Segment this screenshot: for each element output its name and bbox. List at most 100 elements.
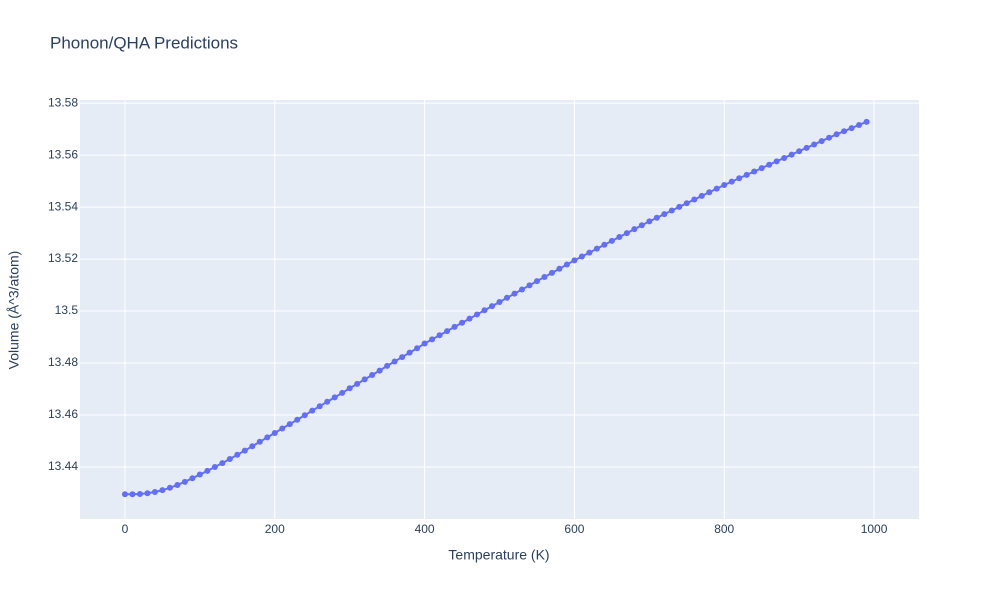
marker <box>429 336 436 343</box>
y-axis-title: Volume (Å^3/atom) <box>6 251 22 370</box>
marker <box>129 491 136 498</box>
marker <box>526 282 533 289</box>
marker <box>668 207 675 214</box>
marker <box>848 125 855 132</box>
marker <box>841 128 848 135</box>
marker <box>856 121 863 128</box>
marker <box>339 389 346 396</box>
marker <box>279 425 286 432</box>
marker <box>451 323 458 330</box>
marker <box>833 131 840 138</box>
marker <box>811 141 818 148</box>
marker <box>623 230 630 237</box>
marker <box>781 154 788 161</box>
marker <box>211 464 218 471</box>
marker <box>661 211 668 218</box>
x-tick-label: 400 <box>415 522 435 536</box>
marker <box>698 192 705 199</box>
marker <box>181 478 188 485</box>
x-tick-label: 0 <box>122 522 129 536</box>
marker <box>234 451 241 458</box>
marker <box>286 421 293 428</box>
chart-title: Phonon/QHA Predictions <box>50 33 238 52</box>
marker <box>444 328 451 335</box>
marker <box>616 233 623 240</box>
marker <box>264 434 271 441</box>
marker <box>548 269 555 276</box>
marker <box>713 185 720 192</box>
marker <box>136 491 143 498</box>
marker <box>144 490 151 497</box>
marker <box>414 345 421 352</box>
y-tick-label: 13.54 <box>48 199 78 213</box>
marker <box>189 475 196 482</box>
marker <box>354 380 361 387</box>
marker <box>788 151 795 158</box>
marker <box>346 385 353 392</box>
marker <box>503 294 510 301</box>
marker <box>533 278 540 285</box>
marker <box>556 265 563 272</box>
x-tick-label: 1000 <box>861 522 888 536</box>
marker <box>294 416 301 423</box>
marker <box>376 367 383 374</box>
marker <box>421 340 428 347</box>
marker <box>728 178 735 185</box>
marker <box>511 290 518 297</box>
marker <box>593 245 600 252</box>
marker <box>324 398 331 405</box>
marker <box>226 455 233 462</box>
x-tick-label: 200 <box>265 522 285 536</box>
marker <box>271 429 278 436</box>
marker <box>174 481 181 488</box>
marker <box>721 181 728 188</box>
marker <box>481 307 488 314</box>
marker <box>241 447 248 454</box>
marker <box>706 189 713 196</box>
y-tick-label: 13.46 <box>48 407 78 421</box>
marker <box>691 196 698 203</box>
marker <box>474 311 481 318</box>
marker <box>571 257 578 264</box>
y-tick-label: 13.52 <box>48 251 78 265</box>
marker <box>578 253 585 260</box>
marker <box>391 358 398 365</box>
marker <box>826 134 833 141</box>
marker <box>758 165 765 172</box>
marker <box>436 332 443 339</box>
marker <box>518 286 525 293</box>
marker <box>541 274 548 281</box>
marker <box>249 443 256 450</box>
marker <box>601 241 608 248</box>
marker <box>683 200 690 207</box>
marker <box>631 226 638 233</box>
marker <box>151 488 158 495</box>
marker <box>653 214 660 221</box>
marker <box>563 261 570 268</box>
marker <box>331 394 338 401</box>
marker <box>743 171 750 178</box>
plot-area <box>80 100 919 519</box>
marker <box>204 467 211 474</box>
marker <box>818 138 825 145</box>
marker <box>766 161 773 168</box>
marker <box>196 471 203 478</box>
marker <box>159 487 166 494</box>
marker <box>384 362 391 369</box>
marker <box>863 118 870 125</box>
marker <box>638 222 645 229</box>
marker <box>803 144 810 151</box>
y-tick-label: 13.58 <box>48 95 78 109</box>
marker <box>301 412 308 419</box>
marker <box>496 298 503 305</box>
marker <box>361 376 368 383</box>
y-tick-label: 13.56 <box>48 147 78 161</box>
marker <box>773 158 780 165</box>
marker <box>316 403 323 410</box>
marker <box>489 303 496 310</box>
x-tick-label: 600 <box>564 522 584 536</box>
y-tick-label: 13.44 <box>48 459 78 473</box>
marker <box>466 315 473 322</box>
marker <box>219 460 226 467</box>
y-tick-label: 13.5 <box>55 303 79 317</box>
